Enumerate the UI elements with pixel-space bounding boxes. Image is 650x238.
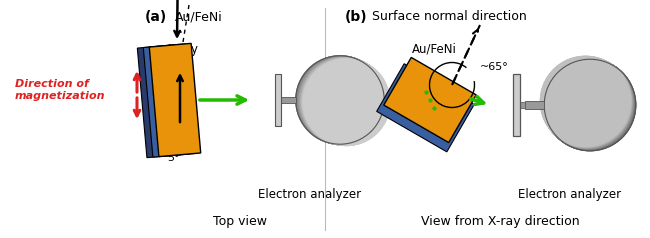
Circle shape — [297, 56, 385, 144]
Circle shape — [544, 59, 636, 150]
Text: Electron analyzer: Electron analyzer — [259, 188, 361, 201]
Text: X-ray: X-ray — [168, 43, 198, 56]
Text: (b): (b) — [345, 10, 368, 24]
Circle shape — [544, 59, 635, 150]
Circle shape — [541, 57, 632, 148]
Text: Surface normal direction: Surface normal direction — [372, 10, 526, 23]
Bar — [514, 74, 521, 136]
Polygon shape — [150, 43, 201, 157]
Circle shape — [304, 59, 390, 145]
Circle shape — [296, 56, 384, 144]
Circle shape — [541, 57, 631, 147]
Circle shape — [298, 57, 386, 145]
Circle shape — [302, 58, 389, 145]
Circle shape — [302, 59, 389, 145]
Circle shape — [303, 59, 389, 145]
Circle shape — [543, 58, 634, 149]
Circle shape — [543, 58, 634, 149]
Circle shape — [296, 56, 385, 144]
Polygon shape — [384, 57, 476, 143]
Text: Au/FeNi: Au/FeNi — [175, 10, 223, 23]
Polygon shape — [377, 64, 474, 152]
Circle shape — [301, 58, 388, 145]
Circle shape — [300, 57, 387, 145]
Circle shape — [296, 56, 385, 144]
Circle shape — [298, 56, 385, 144]
Circle shape — [544, 59, 636, 151]
Circle shape — [543, 58, 634, 149]
Circle shape — [543, 59, 635, 150]
Circle shape — [302, 58, 389, 145]
Circle shape — [298, 57, 385, 144]
Circle shape — [300, 57, 387, 145]
Polygon shape — [143, 44, 195, 157]
Text: Top view: Top view — [213, 215, 267, 228]
Circle shape — [541, 57, 632, 147]
Bar — [521, 102, 525, 108]
Text: View from X-ray direction: View from X-ray direction — [421, 215, 579, 228]
Text: (a): (a) — [145, 10, 167, 24]
Text: 5°: 5° — [167, 153, 179, 163]
Circle shape — [300, 58, 387, 145]
Bar — [274, 74, 281, 126]
Circle shape — [541, 57, 632, 148]
Polygon shape — [137, 45, 188, 158]
Text: ~65°: ~65° — [480, 62, 509, 72]
Circle shape — [541, 57, 631, 147]
Circle shape — [542, 58, 633, 149]
Circle shape — [542, 57, 632, 148]
Circle shape — [542, 58, 632, 148]
Bar — [281, 97, 296, 103]
Circle shape — [543, 59, 634, 150]
Text: Direction of
magnetization: Direction of magnetization — [15, 79, 105, 101]
Bar — [525, 101, 544, 109]
Text: Electron analyzer: Electron analyzer — [519, 188, 621, 201]
Text: Au/FeNi: Au/FeNi — [412, 43, 457, 56]
Circle shape — [543, 59, 634, 150]
Circle shape — [298, 57, 386, 145]
Circle shape — [540, 56, 630, 146]
Circle shape — [542, 58, 633, 149]
Circle shape — [541, 56, 630, 147]
Circle shape — [300, 58, 388, 145]
Circle shape — [302, 58, 389, 145]
Circle shape — [299, 57, 387, 145]
